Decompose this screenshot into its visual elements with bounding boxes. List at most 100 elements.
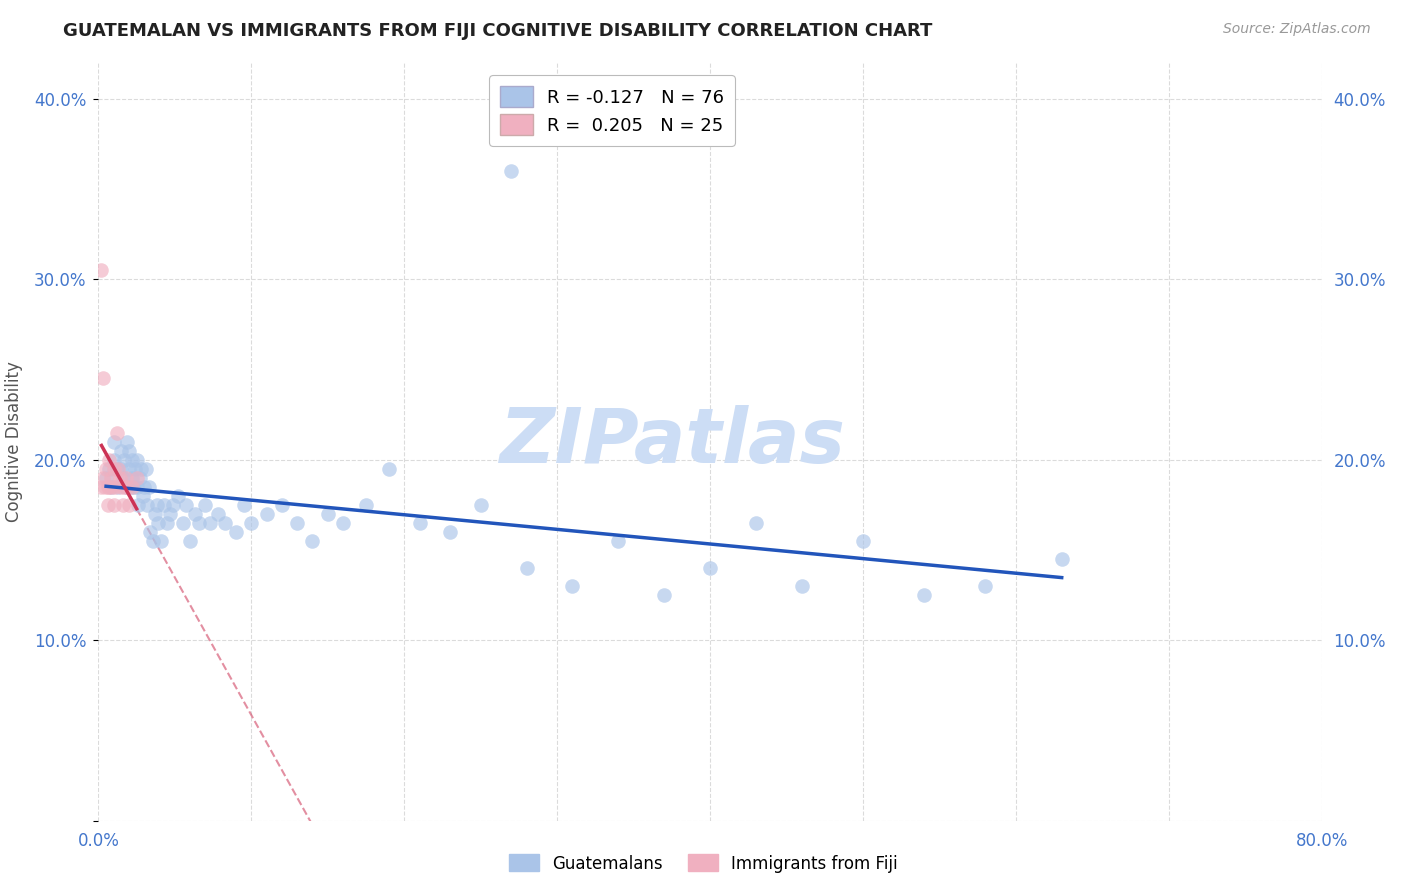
Point: [115, 470, 138, 484]
Point: [127, 498, 149, 512]
Point: [125, 452, 148, 467]
Point: [408, 516, 430, 530]
Point: [121, 452, 143, 467]
Point: [110, 443, 132, 458]
Point: [699, 561, 721, 575]
Point: [117, 480, 139, 494]
Point: [142, 533, 165, 548]
Point: [138, 480, 160, 494]
Point: [652, 588, 675, 602]
Point: [91, 371, 114, 385]
Point: [118, 443, 141, 458]
Point: [194, 498, 217, 512]
Point: [121, 480, 143, 494]
Point: [1050, 552, 1073, 566]
Point: [232, 498, 254, 512]
Point: [111, 470, 134, 484]
Point: [103, 434, 125, 449]
Y-axis label: Cognitive Disability: Cognitive Disability: [6, 361, 22, 522]
Point: [188, 516, 211, 530]
Point: [98, 461, 121, 475]
Point: [94, 461, 117, 475]
Point: [111, 498, 134, 512]
Point: [101, 480, 124, 494]
Point: [117, 434, 139, 449]
Point: [852, 533, 875, 548]
Point: [110, 461, 132, 475]
Point: [118, 461, 141, 475]
Point: [516, 561, 538, 575]
Point: [90, 263, 112, 277]
Point: [912, 588, 935, 602]
Point: [112, 452, 135, 467]
Point: [214, 516, 236, 530]
Legend: R = -0.127   N = 76, R =  0.205   N = 25: R = -0.127 N = 76, R = 0.205 N = 25: [489, 75, 735, 146]
Point: [103, 452, 125, 467]
Point: [125, 470, 148, 484]
Point: [121, 470, 143, 484]
Point: [270, 498, 292, 512]
Point: [207, 507, 229, 521]
Point: [107, 461, 129, 475]
Point: [143, 507, 166, 521]
Point: [745, 516, 768, 530]
Point: [122, 480, 145, 494]
Point: [240, 516, 263, 530]
Point: [285, 516, 308, 530]
Point: [378, 461, 401, 475]
Point: [100, 480, 122, 494]
Point: [135, 461, 157, 475]
Point: [501, 163, 523, 178]
Point: [332, 516, 354, 530]
Point: [90, 480, 112, 494]
Point: [124, 461, 146, 475]
Point: [134, 480, 156, 494]
Point: [91, 470, 114, 484]
Point: [159, 507, 181, 521]
Point: [93, 480, 115, 494]
Point: [103, 498, 125, 512]
Point: [112, 480, 135, 494]
Point: [153, 498, 176, 512]
Point: [105, 425, 128, 440]
Point: [256, 507, 278, 521]
Legend: Guatemalans, Immigrants from Fiji: Guatemalans, Immigrants from Fiji: [502, 847, 904, 880]
Point: [145, 498, 167, 512]
Point: [128, 470, 150, 484]
Point: [301, 533, 323, 548]
Point: [561, 579, 583, 593]
Point: [97, 480, 120, 494]
Point: [103, 461, 125, 475]
Point: [225, 524, 247, 539]
Point: [184, 507, 207, 521]
Point: [108, 470, 131, 484]
Point: [156, 516, 179, 530]
Point: [105, 461, 128, 475]
Point: [439, 524, 461, 539]
Text: Source: ZipAtlas.com: Source: ZipAtlas.com: [1223, 22, 1371, 37]
Point: [139, 524, 162, 539]
Point: [100, 470, 122, 484]
Point: [167, 489, 190, 503]
Point: [174, 498, 197, 512]
Point: [120, 480, 142, 494]
Point: [162, 498, 184, 512]
Point: [354, 498, 377, 512]
Point: [179, 533, 201, 548]
Point: [136, 498, 159, 512]
Point: [104, 480, 127, 494]
Point: [129, 461, 152, 475]
Point: [115, 480, 138, 494]
Point: [150, 533, 173, 548]
Point: [98, 480, 121, 494]
Point: [470, 498, 492, 512]
Point: [107, 480, 129, 494]
Point: [125, 480, 148, 494]
Point: [172, 516, 194, 530]
Point: [146, 516, 169, 530]
Point: [110, 480, 132, 494]
Point: [132, 489, 155, 503]
Point: [607, 533, 630, 548]
Point: [98, 452, 121, 467]
Text: ZIPatlas: ZIPatlas: [501, 405, 846, 478]
